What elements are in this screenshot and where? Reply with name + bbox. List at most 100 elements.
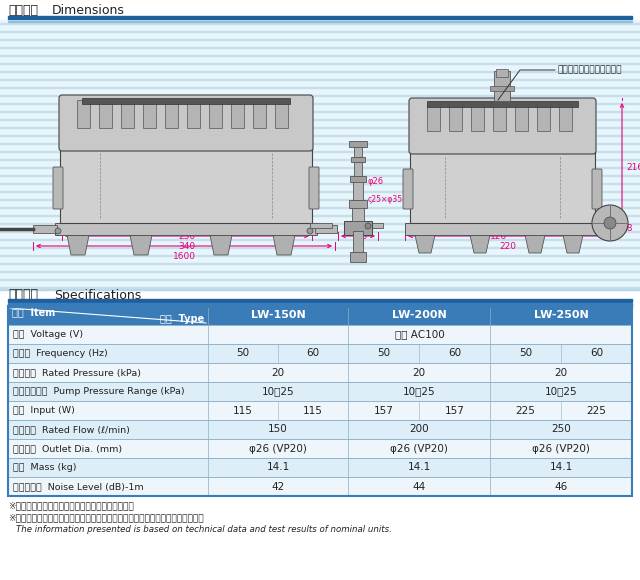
Bar xyxy=(0,31,640,32)
Text: 50: 50 xyxy=(519,349,532,358)
Text: 50: 50 xyxy=(377,349,390,358)
Text: 42: 42 xyxy=(271,481,285,491)
Text: 使用圧力範囲  Pump Pressure Range (kPa): 使用圧力範囲 Pump Pressure Range (kPa) xyxy=(13,387,184,396)
Bar xyxy=(598,225,614,233)
Bar xyxy=(0,287,640,288)
Text: 250: 250 xyxy=(551,425,571,434)
Text: 225: 225 xyxy=(587,405,607,415)
Bar xyxy=(8,21,632,22)
Bar xyxy=(427,101,578,107)
Bar xyxy=(353,180,363,200)
Text: リリーフバルブ（付属品）: リリーフバルブ（付属品） xyxy=(558,66,623,74)
Text: 50: 50 xyxy=(236,349,250,358)
Bar xyxy=(405,223,600,235)
Circle shape xyxy=(307,228,313,234)
Bar xyxy=(253,100,266,128)
Text: φ26: φ26 xyxy=(368,177,384,187)
Polygon shape xyxy=(67,235,89,255)
Bar xyxy=(0,150,640,152)
Text: 126: 126 xyxy=(490,232,507,241)
Polygon shape xyxy=(210,235,232,255)
Text: 60: 60 xyxy=(590,349,603,358)
Bar xyxy=(0,143,640,144)
Bar xyxy=(350,252,366,262)
Text: 90: 90 xyxy=(352,242,364,251)
Bar xyxy=(537,103,550,131)
Bar xyxy=(0,46,640,48)
Bar xyxy=(8,344,632,363)
Text: 単相 AC100: 単相 AC100 xyxy=(395,329,445,339)
Text: 115: 115 xyxy=(303,405,323,415)
Bar xyxy=(209,100,222,128)
Bar xyxy=(0,215,640,216)
Bar xyxy=(0,183,640,184)
Bar xyxy=(0,111,640,112)
Bar xyxy=(0,270,640,272)
Text: 200: 200 xyxy=(409,425,429,434)
Bar xyxy=(352,206,364,221)
Text: 20: 20 xyxy=(271,368,285,378)
Bar xyxy=(0,255,640,256)
Bar xyxy=(0,23,640,24)
Bar xyxy=(0,135,640,136)
Bar xyxy=(8,401,632,420)
Bar xyxy=(353,231,363,255)
Bar xyxy=(0,38,640,40)
Bar xyxy=(8,420,632,439)
Bar xyxy=(33,225,57,233)
Bar xyxy=(559,103,572,131)
Bar xyxy=(231,100,244,128)
Text: 60: 60 xyxy=(307,349,319,358)
Text: 20: 20 xyxy=(412,368,426,378)
Text: 216: 216 xyxy=(626,163,640,172)
Text: 14.1: 14.1 xyxy=(408,462,431,473)
Text: 騒音レベル  Noise Level (dB)-1m: 騒音レベル Noise Level (dB)-1m xyxy=(13,482,143,491)
Polygon shape xyxy=(470,235,490,253)
Bar xyxy=(82,98,290,104)
Bar xyxy=(315,225,337,233)
Bar xyxy=(349,141,367,147)
Text: 20: 20 xyxy=(554,368,568,378)
Bar xyxy=(0,158,640,160)
Bar xyxy=(0,190,640,192)
Text: 60: 60 xyxy=(448,349,461,358)
Text: 44: 44 xyxy=(412,481,426,491)
Bar xyxy=(0,246,640,248)
Bar xyxy=(8,306,632,325)
Bar xyxy=(363,223,383,228)
Bar xyxy=(8,325,632,344)
Bar xyxy=(493,103,506,131)
Bar xyxy=(494,71,510,101)
Text: 定格圧力  Rated Pressure (kPa): 定格圧力 Rated Pressure (kPa) xyxy=(13,368,141,377)
FancyBboxPatch shape xyxy=(53,167,63,209)
Text: Specifications: Specifications xyxy=(54,288,141,302)
Bar xyxy=(0,86,640,88)
Text: φ26 (VP20): φ26 (VP20) xyxy=(249,444,307,454)
Bar xyxy=(0,175,640,176)
Polygon shape xyxy=(415,235,435,253)
Bar xyxy=(8,439,632,458)
Polygon shape xyxy=(273,235,295,255)
Text: Dimensions: Dimensions xyxy=(52,5,125,17)
Bar xyxy=(427,103,440,131)
Bar xyxy=(354,161,362,176)
Text: 10～25: 10～25 xyxy=(262,386,294,397)
FancyBboxPatch shape xyxy=(592,169,602,209)
Bar xyxy=(0,126,640,128)
Text: 340: 340 xyxy=(179,242,196,251)
Text: 38: 38 xyxy=(621,224,632,233)
Bar xyxy=(60,148,312,223)
Text: 220: 220 xyxy=(499,242,516,251)
Text: LW-250N: LW-250N xyxy=(534,310,588,321)
Bar xyxy=(8,16,632,19)
Text: φ26 (VP20): φ26 (VP20) xyxy=(390,444,448,454)
Text: ※仕様・性能曲線はカタログ参考値（代表値）であり，保証値ではありません。: ※仕様・性能曲線はカタログ参考値（代表値）であり，保証値ではありません。 xyxy=(8,513,204,522)
Bar xyxy=(0,78,640,80)
Text: 10～25: 10～25 xyxy=(545,386,577,397)
Bar xyxy=(55,223,317,235)
FancyBboxPatch shape xyxy=(409,98,596,154)
Bar xyxy=(351,157,365,162)
Text: 157: 157 xyxy=(374,405,394,415)
Text: 1600: 1600 xyxy=(173,252,195,261)
Bar xyxy=(0,223,640,224)
